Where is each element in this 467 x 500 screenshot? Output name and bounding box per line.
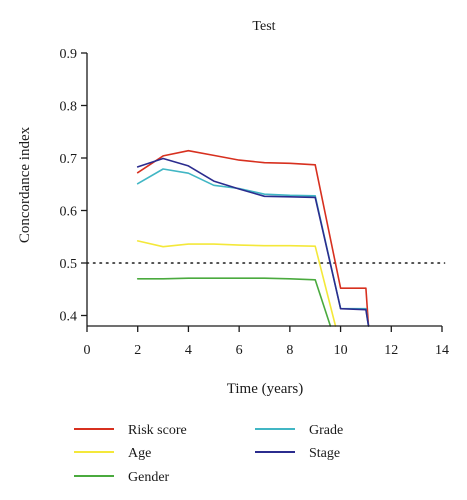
legend-label-gender: Gender — [128, 470, 170, 485]
x-tick-label: 10 — [334, 343, 348, 358]
y-tick-label: 0.6 — [60, 205, 78, 220]
x-tick-label: 12 — [384, 343, 398, 358]
y-tick-label: 0.7 — [60, 152, 78, 167]
y-tick-label: 0.9 — [60, 47, 78, 62]
series-line-risk-score — [136, 149, 370, 327]
x-tick-label: 0 — [84, 343, 91, 358]
x-tick-label: 8 — [286, 343, 293, 358]
x-tick-label: 2 — [134, 343, 141, 358]
y-axis-title: Concordance index — [17, 126, 33, 243]
y-tick-label: 0.4 — [60, 310, 78, 325]
y-tick-label: 0.5 — [60, 257, 78, 272]
series-line-stage — [136, 157, 370, 327]
legend: Risk score Grade Age Stage Gender — [74, 423, 343, 485]
legend-label-stage: Stage — [309, 446, 340, 461]
y-tick-label: 0.8 — [60, 100, 78, 115]
chart-title: Test — [252, 19, 275, 34]
legend-label-age: Age — [128, 446, 151, 461]
x-axis-title: Time (years) — [227, 381, 304, 397]
x-tick-label: 14 — [435, 343, 449, 358]
series-layer — [136, 149, 370, 327]
legend-label-grade: Grade — [309, 423, 343, 438]
x-tick-label: 4 — [185, 343, 192, 358]
legend-label-risk-score: Risk score — [128, 423, 187, 438]
series-line-gender — [136, 277, 332, 327]
series-line-age — [136, 240, 337, 327]
x-tick-label: 6 — [236, 343, 243, 358]
axis-layer: 0.4 0.5 0.6 0.7 0.8 0.9 0 2 4 6 8 10 12 14 — [60, 47, 450, 358]
